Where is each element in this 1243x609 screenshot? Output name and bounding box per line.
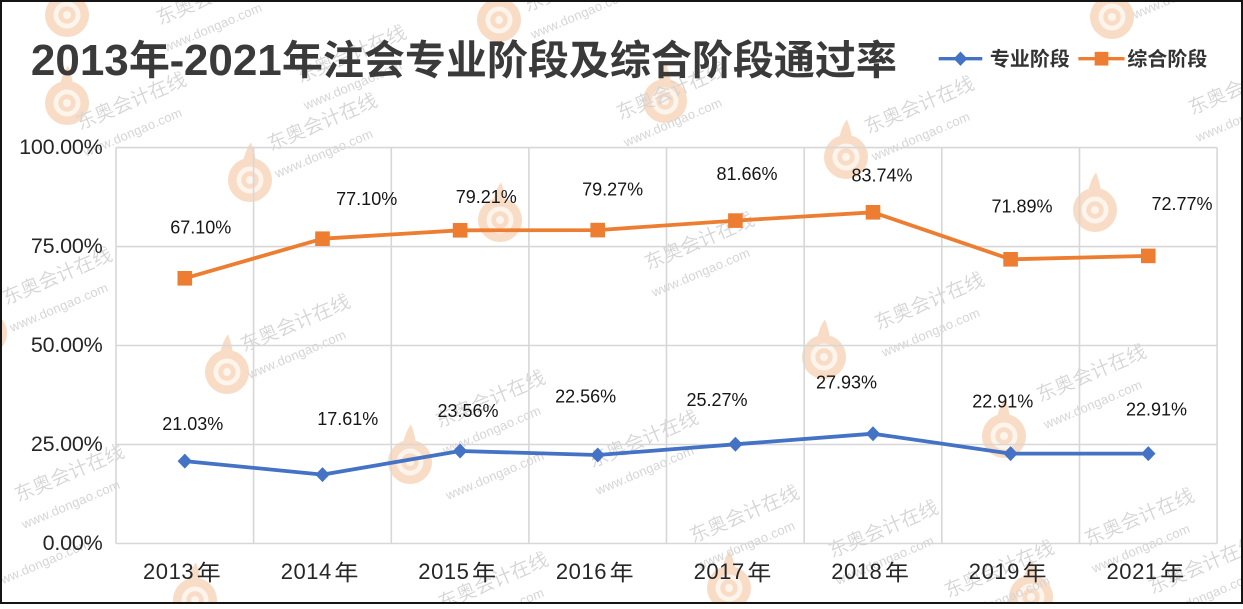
svg-text:2021: 2021 [184, 36, 282, 85]
svg-text:50.00%: 50.00% [31, 333, 103, 357]
svg-text:100.00%: 100.00% [19, 135, 103, 159]
svg-text:2014: 2014 [281, 559, 332, 584]
svg-text:81.66%: 81.66% [716, 164, 777, 184]
svg-text:22.56%: 22.56% [555, 387, 616, 407]
svg-text:79.21%: 79.21% [456, 187, 517, 207]
svg-text:21.03%: 21.03% [162, 414, 223, 434]
svg-text:2017: 2017 [694, 559, 745, 584]
svg-text:0.00%: 0.00% [43, 531, 103, 555]
svg-text:2019: 2019 [969, 559, 1020, 584]
svg-text:27.93%: 27.93% [816, 373, 877, 393]
svg-text:75.00%: 75.00% [31, 234, 103, 258]
svg-text:2021: 2021 [1107, 559, 1158, 584]
svg-text:67.10%: 67.10% [170, 218, 231, 238]
svg-text:25.27%: 25.27% [686, 390, 747, 410]
svg-text:2013: 2013 [143, 559, 194, 584]
svg-text:79.27%: 79.27% [582, 179, 643, 199]
svg-text:23.56%: 23.56% [437, 401, 498, 421]
svg-text:71.89%: 71.89% [991, 197, 1052, 217]
svg-text:2013: 2013 [31, 36, 129, 85]
svg-text:77.10%: 77.10% [336, 189, 397, 209]
svg-text:25.00%: 25.00% [31, 432, 103, 456]
svg-text:72.77%: 72.77% [1151, 194, 1212, 214]
svg-text:17.61%: 17.61% [317, 409, 378, 429]
svg-text:22.91%: 22.91% [1126, 400, 1187, 420]
svg-text:2016: 2016 [556, 559, 607, 584]
svg-text:83.74%: 83.74% [851, 166, 912, 186]
svg-text:-: - [170, 36, 185, 85]
svg-text:2015: 2015 [418, 559, 469, 584]
svg-text:2018: 2018 [831, 559, 882, 584]
svg-text:22.91%: 22.91% [972, 392, 1033, 412]
